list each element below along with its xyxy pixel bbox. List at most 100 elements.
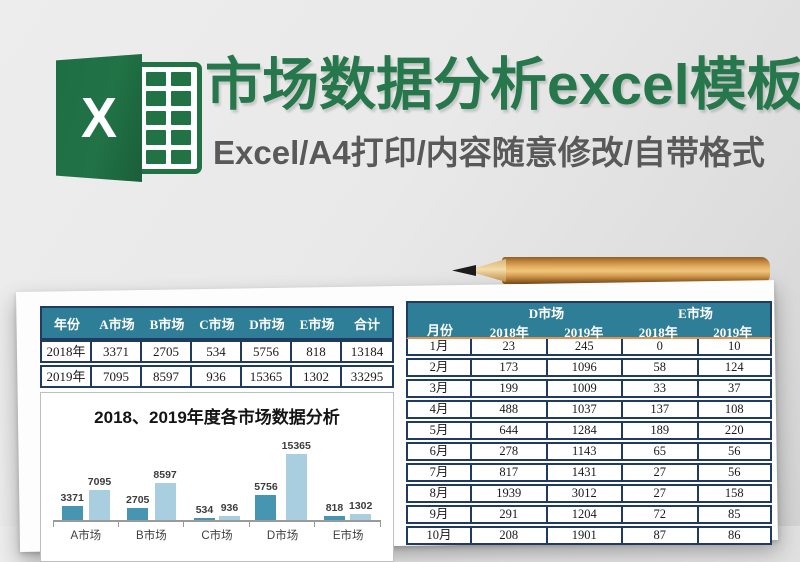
monthly-table-cell: 8月 xyxy=(406,484,470,503)
monthly-group-header-e: E市场 xyxy=(678,306,713,321)
chart-bar-2019年 xyxy=(218,516,240,520)
monthly-table-cell: 7月 xyxy=(406,463,470,482)
chart-bar-wrap: 8597 xyxy=(153,469,177,520)
monthly-sub-header: 2019年 xyxy=(713,325,753,340)
chart-bar-2019年 xyxy=(285,454,307,520)
chart-data-label: 818 xyxy=(325,502,344,514)
summary-table-cell: 13184 xyxy=(340,340,394,363)
x-axis-label: D市场 xyxy=(266,530,299,542)
summary-table-cell: 3371 xyxy=(90,340,140,363)
monthly-table-cell: 6月 xyxy=(406,442,470,461)
monthly-table-cell: 1204 xyxy=(545,505,621,524)
monthly-table-cell: 72 xyxy=(621,505,697,524)
logo-grid-cell xyxy=(146,72,166,87)
monthly-table-cell: 644 xyxy=(470,421,546,440)
summary-column-header: C市场 xyxy=(199,316,235,332)
monthly-table-cell: 86 xyxy=(696,526,772,545)
monthly-table-cell: 189 xyxy=(621,421,697,440)
x-axis-label: C市场 xyxy=(201,530,233,542)
yearly-summary-table: 2018年 3371 2705 534 5756 818 13184 2019年 7095 859… xyxy=(40,338,394,390)
logo-grid-cell xyxy=(171,110,191,126)
monthly-table-cell: 4月 xyxy=(406,400,470,419)
summary-column-header: B市场 xyxy=(149,316,185,332)
monthly-table-cell: 33 xyxy=(621,379,697,398)
monthly-table-cell: 65 xyxy=(621,442,697,461)
chart-bar-2019年 xyxy=(88,490,110,520)
chart-bar-2018年 xyxy=(255,495,277,520)
chart-bar-wrap: 818 xyxy=(323,502,345,520)
monthly-table-cell: 199 xyxy=(470,379,546,398)
chart-bar-group: 818 1302 xyxy=(315,438,381,520)
monthly-table-cell: 1009 xyxy=(545,379,621,398)
chart-bar-wrap: 3371 xyxy=(60,492,84,520)
chart-data-label: 15365 xyxy=(281,440,311,452)
chart-data-label: 5756 xyxy=(254,481,278,493)
summary-table-row: 2019年 7095 8597 936 15365 1302 33295 xyxy=(40,365,394,388)
monthly-table-cell: 27 xyxy=(621,484,697,503)
summary-table-cell: 7095 xyxy=(90,365,140,388)
chart-title: 2018、2019年度各市场数据分析 xyxy=(94,408,340,427)
monthly-table-row: 2月 173 1096 58 124 xyxy=(406,358,772,377)
summary-column-header: D市场 xyxy=(249,316,285,332)
monthly-table-cell: 1901 xyxy=(545,526,621,545)
monthly-table-cell: 1939 xyxy=(470,484,546,503)
summary-table-cell: 5756 xyxy=(240,340,290,363)
monthly-table-cell: 27 xyxy=(621,463,697,482)
summary-table-cell: 818 xyxy=(290,340,340,363)
chart-data-label: 2705 xyxy=(126,494,150,506)
chart-data-label: 936 xyxy=(220,502,239,514)
summary-table-cell: 936 xyxy=(190,365,240,388)
logo-grid-cell xyxy=(146,149,166,164)
pencil-lead-tip xyxy=(452,265,476,276)
logo-grid-cell xyxy=(146,130,166,145)
monthly-table-cell: 5月 xyxy=(406,421,470,440)
page-subtitle: Excel/A4打印/内容随意修改/自带格式 xyxy=(213,134,765,171)
monthly-table-row: 3月 199 1009 33 37 xyxy=(406,379,772,398)
summary-column-header: 年份 xyxy=(53,316,80,332)
monthly-table-cell: 220 xyxy=(696,421,772,440)
monthly-table-cell: 3012 xyxy=(545,484,621,503)
summary-table-header: 年份 A市场 B市场 C市场 D市场 E市场 合计 xyxy=(40,306,394,340)
excel-logo-letter: X xyxy=(80,86,118,150)
logo-grid-cell xyxy=(171,149,191,164)
chart-data-label: 1302 xyxy=(348,500,373,512)
chart-data-label: 3371 xyxy=(60,492,84,504)
chart-bar-wrap: 2705 xyxy=(126,494,149,520)
chart-bar-group: 3371 7095 xyxy=(53,438,119,527)
monthly-table-cell: 108 xyxy=(696,400,772,419)
chart-bar-2018年 xyxy=(323,516,345,520)
monthly-table-cell: 9月 xyxy=(406,505,470,524)
summary-table-cell: 8597 xyxy=(140,365,190,388)
monthly-table-cell: 23 xyxy=(470,339,546,356)
chart-bar-wrap: 7095 xyxy=(88,476,111,520)
monthly-group-header-d: D市场 xyxy=(528,306,565,321)
page-title: 市场数据分析excel模板 xyxy=(205,53,800,117)
chart-bar-group: 534 936 xyxy=(184,438,250,527)
chart-bar-wrap: 936 xyxy=(218,502,240,520)
monthly-corner-header: 月份 xyxy=(426,323,453,338)
monthly-sub-header: 2018年 xyxy=(638,325,678,340)
monthly-table-cell: 1431 xyxy=(545,463,621,482)
excel-logo-cover: X xyxy=(56,54,142,182)
summary-column-header: 合计 xyxy=(353,316,380,332)
pencil-body xyxy=(502,257,770,284)
monthly-sub-header: 2019年 xyxy=(564,325,604,340)
monthly-table-row: 6月 278 1143 65 56 xyxy=(406,442,772,461)
market-bar-chart: 2018、2019年度各市场数据分析 3371 7095 2705 8597 534 93… xyxy=(40,392,394,562)
monthly-table-cell: 87 xyxy=(621,526,697,545)
monthly-table-cell: 208 xyxy=(470,526,546,545)
logo-grid-cell xyxy=(171,130,191,145)
chart-plot-area: 3371 7095 2705 8597 534 936 5756 15365 818 1302 xyxy=(53,438,381,527)
summary-table-cell: 2019年 xyxy=(40,365,90,388)
summary-table-cell: 33295 xyxy=(340,365,394,388)
chart-bar-wrap: 534 xyxy=(193,504,215,520)
monthly-table-cell: 124 xyxy=(696,358,772,377)
chart-bar-group: 2705 8597 xyxy=(119,438,185,527)
monthly-table-cell: 278 xyxy=(470,442,546,461)
summary-column-header: A市场 xyxy=(99,316,135,332)
monthly-table-row: 1月 23 245 0 10 xyxy=(406,339,772,356)
monthly-table-cell: 1284 xyxy=(545,421,621,440)
chart-x-axis-labels: A市场 B市场 C市场 D市场 E市场 xyxy=(53,527,381,543)
monthly-table-cell: 291 xyxy=(470,505,546,524)
monthly-table-cell: 2月 xyxy=(406,358,470,377)
